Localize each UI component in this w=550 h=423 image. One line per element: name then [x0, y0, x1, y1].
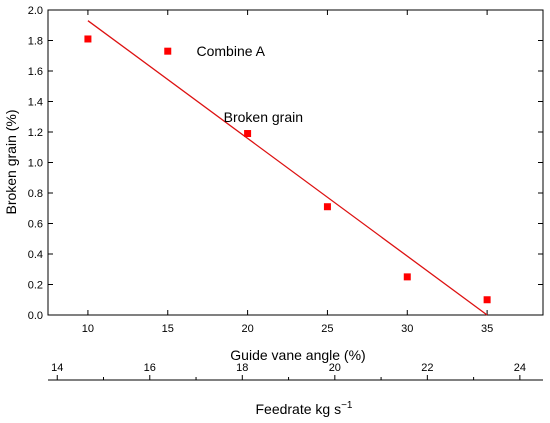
x-tick-label: 10	[82, 323, 94, 335]
annotations: Combine A Broken grain	[197, 43, 304, 125]
y-axis: 0.0 0.2 0.4 0.6 0.8 1.0 1.2 1.4 1.6 1.8 2.0	[28, 5, 543, 322]
y-tick-label: 0.4	[28, 249, 43, 261]
data-point	[403, 273, 411, 281]
x-tick-label: 35	[481, 323, 493, 335]
secondary-x-axis: 14 16 18 20 22 24	[48, 362, 543, 381]
secondary-x-tick-label: 24	[514, 362, 526, 374]
y-tick-label: 1.4	[28, 97, 43, 109]
secondary-x-tick-label: 18	[236, 362, 248, 374]
data-point	[244, 130, 252, 138]
data-series	[84, 20, 491, 316]
data-point	[483, 296, 491, 304]
y-tick-label: 1.8	[28, 36, 43, 48]
secondary-x-axis-title-main: Feedrate kg s	[255, 401, 341, 417]
y-tick-label: 0.8	[28, 188, 43, 200]
data-point	[323, 203, 331, 211]
secondary-x-tick-label: 16	[144, 362, 156, 374]
annotation-label: Broken grain	[224, 109, 303, 125]
y-tick-label: 2.0	[28, 5, 43, 17]
y-tick-label: 1.6	[28, 66, 43, 78]
x-axis: 10 15 20 25 30 35	[82, 10, 493, 335]
y-tick-label: 0.0	[28, 310, 43, 322]
secondary-x-axis-title: Feedrate kg s−1	[255, 400, 352, 417]
secondary-x-tick-label: 20	[329, 362, 341, 374]
data-point	[164, 47, 172, 55]
x-tick-label: 20	[241, 323, 253, 335]
secondary-x-tick-label: 14	[51, 362, 63, 374]
x-axis-title: Guide vane angle (%)	[230, 347, 365, 363]
data-point	[84, 35, 92, 43]
y-tick-label: 0.6	[28, 219, 43, 231]
y-axis-title: Broken grain (%)	[3, 109, 19, 214]
secondary-x-axis-title-unit-exponent: −1	[341, 400, 353, 411]
fit-line	[87, 20, 488, 316]
y-tick-label: 1.0	[28, 158, 43, 170]
y-tick-label: 1.2	[28, 127, 43, 139]
annotation-label: Combine A	[197, 43, 266, 59]
x-tick-label: 15	[162, 323, 174, 335]
y-tick-label: 0.2	[28, 280, 43, 292]
x-tick-label: 25	[321, 323, 333, 335]
secondary-x-tick-label: 22	[421, 362, 433, 374]
x-tick-label: 30	[401, 323, 413, 335]
plot-frame	[47, 9, 544, 316]
